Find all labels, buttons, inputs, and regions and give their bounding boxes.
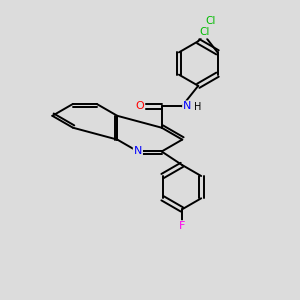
Text: O: O (136, 101, 144, 111)
Text: H: H (194, 102, 201, 112)
Text: F: F (179, 221, 185, 231)
Text: Cl: Cl (200, 27, 210, 38)
Text: N: N (183, 101, 191, 111)
Text: Cl: Cl (206, 16, 216, 26)
Text: N: N (134, 146, 142, 157)
